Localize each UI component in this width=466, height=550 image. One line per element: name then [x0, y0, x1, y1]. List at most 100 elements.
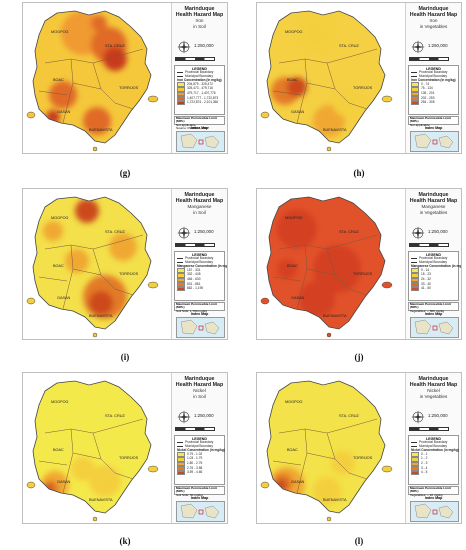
legend-class-row: 1.03 - 1.79 [177, 457, 222, 462]
legend-swatch [411, 282, 419, 287]
municipal-boundary [326, 432, 368, 480]
legend: LEGEND Provincial Boundary Municipal Bound… [174, 435, 225, 485]
hazard-zone [299, 15, 335, 51]
small-island [26, 297, 36, 305]
town-label: BUENAVISTA [323, 128, 347, 132]
municipal-boundary [272, 90, 302, 96]
town-label: TORRIJOS [353, 86, 373, 90]
legend-swatch [177, 91, 185, 97]
legend-boundary-row: Municipal Boundary [177, 260, 222, 265]
legend-swatch [411, 452, 419, 457]
legend-class-title: Iron Concentration (in mg/kg) [177, 77, 222, 82]
small-island [260, 297, 270, 305]
panel-caption: (j) [354, 352, 364, 362]
boundary-swatch [177, 258, 183, 260]
legend-class-label: 332 - 445 [187, 272, 201, 277]
town-label: TORRIJOS [119, 456, 139, 460]
town-label: BUENAVISTA [89, 498, 113, 502]
boundary-swatch [411, 76, 417, 78]
legend-class-row: 0.79 - 1.02 [177, 452, 222, 457]
legend-swatch [411, 100, 419, 106]
scale-bar [175, 427, 215, 431]
municipal-boundary [62, 244, 74, 310]
town-label: STA. CRUZ [339, 414, 359, 418]
legend-class-row: 631 - 861 [177, 282, 222, 287]
map-sidebar: Marinduque Health Hazard Map Nickel in Soil… [171, 373, 227, 523]
legend-boundary-row: Municipal Boundary [411, 74, 456, 79]
mpl-title: Maximum Permissible Limit (MPL) [410, 302, 451, 310]
hazard-zone [65, 249, 89, 273]
boundary-swatch [411, 262, 417, 264]
small-island [92, 516, 98, 522]
legend-class-row: 0 - 14 [411, 268, 456, 273]
north-arrow-icon [410, 39, 426, 55]
mpl-text: Vegetables: ~ 500 mg/kg [410, 308, 445, 313]
provincial-boundary [266, 380, 386, 514]
legend-label: Municipal Boundary [419, 259, 447, 264]
legend-title: LEGEND [192, 253, 207, 257]
map-canvas: BOAC MOGPOG STA. CRUZ GASAN BUENAVISTA TORRIJ… [257, 373, 405, 523]
map-title: Marinduque Health Hazard Map [409, 192, 458, 204]
hazard-zone [109, 233, 137, 261]
legend-class-row: 0 - 1 [411, 452, 456, 457]
map-subtitle: Nickel in Soil [193, 388, 206, 399]
town-label: MOGPOG [51, 30, 69, 34]
municipal-boundary [72, 268, 102, 276]
map-subtitle: Iron in Vegetables [419, 18, 448, 29]
legend-label: Municipal Boundary [185, 443, 213, 448]
municipal-boundary [38, 460, 68, 466]
index-map [410, 131, 459, 152]
legend-class-row: 75 - 134 [411, 87, 456, 92]
legend: LEGEND Provincial Boundary Municipal Bound… [408, 251, 461, 301]
north-arrow-icon [176, 39, 192, 55]
municipal-boundary [296, 244, 308, 310]
municipal-boundary [38, 90, 68, 96]
legend-label: Municipal Boundary [185, 73, 213, 78]
town-label: GASAN [291, 296, 305, 300]
scale-bar [409, 427, 449, 431]
mpl-box: Maximum Permissible Limit (MPL) Soil Stds… [174, 486, 225, 496]
legend-title: LEGEND [192, 67, 207, 71]
town-label: BOAC [53, 78, 64, 82]
legend-swatch [177, 452, 185, 457]
legend-swatch [411, 96, 419, 101]
town-label: BOAC [287, 448, 298, 452]
hazard-zone [275, 479, 287, 491]
town-label: GASAN [291, 480, 305, 484]
legend-class-row: 3.59 - 4.66 [177, 470, 222, 476]
hazard-zone [277, 259, 297, 279]
map-canvas: BOAC MOGPOG STA. CRUZ GASAN BUENAVISTA TORRIJ… [257, 3, 405, 153]
legend-swatch [177, 82, 185, 87]
north-arrow-icon [176, 409, 192, 425]
legend-swatch [411, 272, 419, 278]
panel-caption: (g) [119, 168, 131, 178]
town-label: GASAN [57, 480, 71, 484]
legend-boundary-row: Provincial Boundary [177, 440, 222, 445]
legend-boundary-row: Municipal Boundary [411, 444, 456, 449]
town-label: STA. CRUZ [105, 230, 125, 234]
index-map-title: Index Map [190, 496, 209, 500]
index-map-title: Index Map [424, 312, 443, 316]
small-island [147, 465, 159, 473]
legend-boundary-row: Provincial Boundary [177, 256, 222, 261]
map-sidebar: Marinduque Health Hazard Map Iron in Soil 1:… [171, 3, 227, 153]
scale-label: 1:250,000 [194, 413, 214, 418]
municipal-boundary [92, 248, 134, 296]
town-label: BUENAVISTA [323, 498, 347, 502]
map-canvas: BOAC MOGPOG STA. CRUZ GASAN BUENAVISTA TORRIJ… [23, 189, 171, 339]
map-panel-g: BOAC MOGPOG STA. CRUZ GASAN BUENAVISTA TORRIJ… [22, 2, 228, 154]
mpl-text: Not applicable [176, 122, 196, 127]
index-map-title: Index Map [190, 126, 209, 130]
mpl-box: Maximum Permissible Limit (MPL) Soil Stds… [174, 302, 225, 312]
municipal-boundary [272, 460, 302, 466]
hazard-zone [43, 221, 63, 241]
legend-class-label: 2.76 - 3.58 [187, 465, 203, 470]
scale-label: 1:250,000 [428, 413, 448, 418]
municipal-boundary [272, 276, 302, 282]
island-map: BOAC MOGPOG STA. CRUZ GASAN BUENAVISTA TORRIJ… [26, 380, 159, 522]
legend-swatch [411, 91, 419, 97]
mpl-text: Not applicable [410, 122, 430, 127]
legend-class-label: 254 - 305 [421, 100, 435, 105]
map-canvas: BOAC MOGPOG STA. CRUZ GASAN BUENAVISTA TORRIJ… [23, 3, 171, 153]
mpl-box: Maximum Permissible Limit (MPL) Not appli… [408, 116, 459, 127]
